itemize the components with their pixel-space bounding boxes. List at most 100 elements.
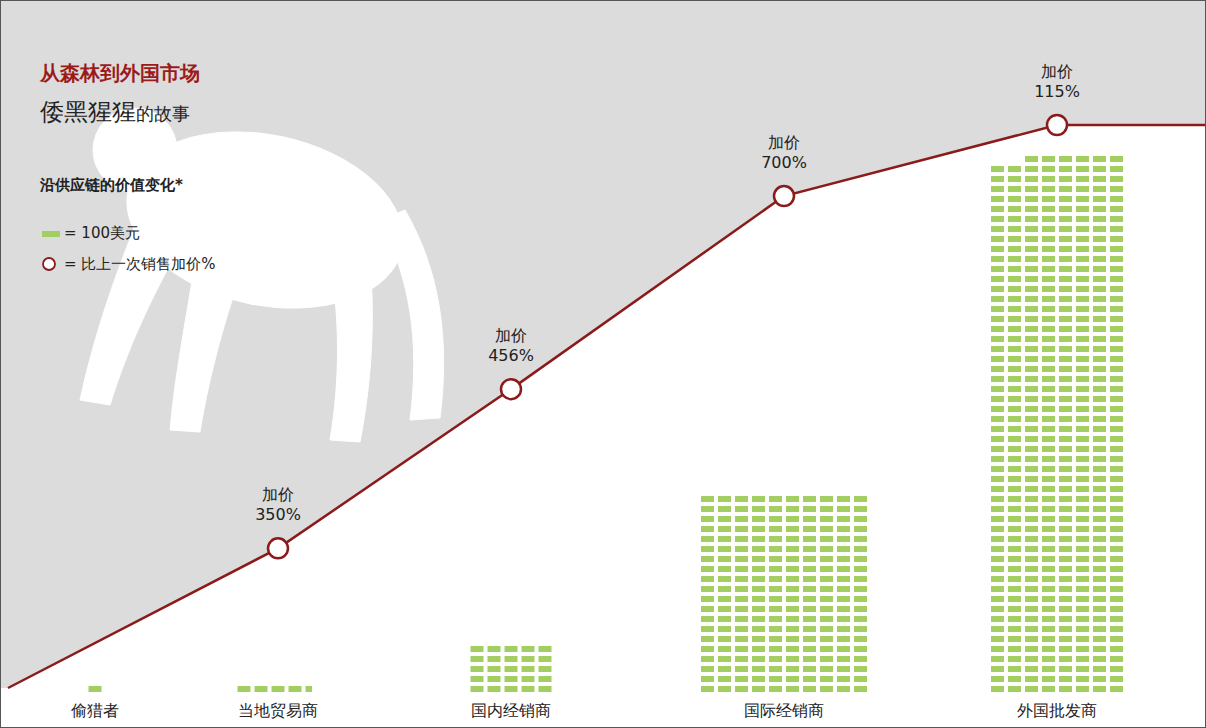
unit-block xyxy=(1008,286,1021,292)
unit-block xyxy=(837,656,850,662)
unit-block xyxy=(1093,366,1106,372)
unit-block xyxy=(1093,526,1106,532)
unit-block xyxy=(1025,226,1038,232)
unit-block xyxy=(837,626,850,632)
ape-leg xyxy=(380,210,444,420)
unit-block xyxy=(1008,366,1021,372)
unit-block xyxy=(1059,266,1072,272)
unit-block xyxy=(1025,256,1038,262)
unit-block xyxy=(1008,576,1021,582)
unit-block xyxy=(1059,416,1072,422)
unit-block xyxy=(471,686,484,692)
unit-block xyxy=(488,676,501,682)
unit-block xyxy=(820,566,833,572)
bonobo-silhouette xyxy=(80,108,444,442)
unit-block xyxy=(1076,286,1089,292)
unit-block xyxy=(1110,326,1123,332)
unit-block xyxy=(1093,506,1106,512)
unit-block xyxy=(255,686,268,692)
unit-block xyxy=(991,606,1004,612)
unit-block xyxy=(991,646,1004,652)
unit-block xyxy=(1110,316,1123,322)
unit-block xyxy=(803,576,816,582)
unit-block xyxy=(752,656,765,662)
unit-block xyxy=(1076,646,1089,652)
unit-block xyxy=(1025,206,1038,212)
unit-block xyxy=(820,516,833,522)
unit-block xyxy=(991,326,1004,332)
unit-block xyxy=(1059,326,1072,332)
unit-block xyxy=(752,616,765,622)
unit-block xyxy=(1059,306,1072,312)
unit-block xyxy=(820,496,833,502)
unit-block xyxy=(1059,426,1072,432)
unit-block xyxy=(854,616,867,622)
unit-block xyxy=(1008,466,1021,472)
unit-block xyxy=(991,206,1004,212)
unit-block xyxy=(1008,536,1021,542)
unit-block xyxy=(752,686,765,692)
unit-block xyxy=(786,516,799,522)
unit-block xyxy=(718,656,731,662)
unit-block xyxy=(1042,326,1055,332)
unit-block xyxy=(1042,276,1055,282)
unit-block xyxy=(1076,316,1089,322)
unit-block xyxy=(1008,276,1021,282)
unit-bar xyxy=(991,156,1123,692)
unit-block xyxy=(1110,656,1123,662)
unit-block xyxy=(539,686,552,692)
unit-block xyxy=(1110,516,1123,522)
unit-block xyxy=(1093,296,1106,302)
unit-block xyxy=(1059,686,1072,692)
unit-block xyxy=(701,586,714,592)
unit-block xyxy=(803,506,816,512)
unit-block xyxy=(1025,356,1038,362)
unit-block xyxy=(735,576,748,582)
unit-block xyxy=(1059,226,1072,232)
unit-block xyxy=(1059,316,1072,322)
category-label: 外国批发商 xyxy=(1017,701,1097,720)
unit-block xyxy=(1025,596,1038,602)
unit-block xyxy=(718,596,731,602)
unit-block xyxy=(1042,646,1055,652)
unit-block xyxy=(991,296,1004,302)
unit-block xyxy=(820,606,833,612)
unit-block xyxy=(1110,646,1123,652)
unit-block xyxy=(1110,486,1123,492)
unit-block xyxy=(1076,616,1089,622)
unit-block xyxy=(1110,396,1123,402)
unit-block xyxy=(1059,656,1072,662)
unit-block xyxy=(1076,296,1089,302)
unit-block xyxy=(701,526,714,532)
unit-block xyxy=(991,466,1004,472)
unit-block xyxy=(1008,436,1021,442)
unit-block xyxy=(991,346,1004,352)
unit-block xyxy=(854,546,867,552)
unit-block xyxy=(991,306,1004,312)
unit-block xyxy=(769,496,782,502)
unit-block xyxy=(837,496,850,502)
unit-block xyxy=(803,516,816,522)
unit-block xyxy=(522,686,535,692)
unit-block xyxy=(522,656,535,662)
unit-block xyxy=(752,636,765,642)
unit-block xyxy=(1059,286,1072,292)
unit-bar xyxy=(89,686,102,692)
unit-block xyxy=(1110,496,1123,502)
unit-block xyxy=(991,496,1004,502)
unit-block xyxy=(854,676,867,682)
unit-block xyxy=(1008,386,1021,392)
legend-marker xyxy=(43,258,55,270)
unit-block xyxy=(1076,446,1089,452)
unit-block xyxy=(1042,586,1055,592)
unit-block xyxy=(471,676,484,682)
unit-block xyxy=(820,536,833,542)
unit-block xyxy=(1076,266,1089,272)
unit-block xyxy=(752,586,765,592)
unit-block xyxy=(539,666,552,672)
subtitle: 倭黑猩猩的故事 xyxy=(40,98,190,126)
unit-block xyxy=(837,516,850,522)
unit-block xyxy=(701,656,714,662)
unit-block xyxy=(1059,666,1072,672)
unit-block xyxy=(991,226,1004,232)
